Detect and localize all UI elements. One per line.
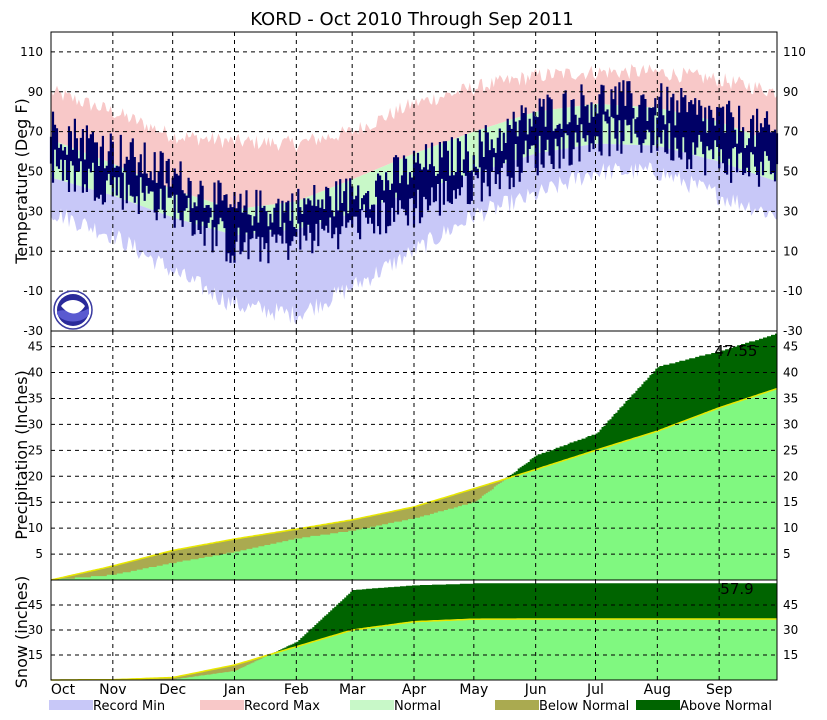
legend-label: Above Normal [680, 699, 772, 714]
temp-tick-label-right: -30 [783, 324, 803, 338]
legend-label: Below Normal [539, 699, 629, 714]
legend-swatch [350, 700, 394, 710]
precip-tick-label-left: 10 [28, 521, 43, 535]
precip-tick-label-right: 40 [783, 366, 798, 380]
temp-tick-label-left: 110 [20, 45, 43, 59]
precip-tick-label-right: 20 [783, 469, 798, 483]
legend-swatch [49, 700, 93, 710]
month-label: Apr [402, 682, 426, 698]
temp-tick-label-left: 30 [28, 204, 43, 218]
month-label: Dec [159, 682, 186, 698]
temp-tick-label-right: -10 [783, 284, 803, 298]
temp-tick-label-right: 10 [783, 244, 798, 258]
chart-title: KORD - Oct 2010 Through Sep 2011 [250, 9, 574, 30]
month-label: Jun [524, 682, 547, 698]
snow-tick-label-left: 45 [28, 598, 43, 612]
month-label: Jul [586, 682, 604, 698]
precip-axis-label: Precipitation (Inches) [12, 370, 31, 540]
precip-tick-label-left: 30 [28, 417, 43, 431]
precip-tick-label-left: 40 [28, 366, 43, 380]
snow-tick-label-right: 30 [783, 623, 798, 637]
legend-swatch [636, 700, 680, 710]
legend: Record Min Record Max Normal Below Normal Ab… [49, 699, 772, 714]
temp-tick-label-left: 50 [28, 165, 43, 179]
precip-tick-label-left: 35 [28, 391, 43, 405]
legend-label: Record Max [244, 699, 320, 714]
precip-tick-label-right: 25 [783, 443, 798, 457]
precip-tick-label-left: 5 [35, 547, 43, 561]
temp-tick-label-left: 90 [28, 85, 43, 99]
precip-tick-label-left: 45 [28, 340, 43, 354]
temp-tick-label-right: 50 [783, 165, 798, 179]
snow-tick-label-right: 45 [783, 598, 798, 612]
precip-tick-label-right: 5 [783, 547, 791, 561]
normal-accumulation-area [51, 619, 777, 680]
noaa-logo-icon [53, 290, 93, 330]
season-total-label: 57.9 [720, 580, 753, 598]
temp-tick-label-left: -30 [23, 324, 43, 338]
month-label: Aug [644, 682, 671, 698]
legend-label: Record Min [93, 699, 165, 714]
snow-tick-label-left: 30 [28, 623, 43, 637]
precip-tick-label-right: 45 [783, 340, 798, 354]
snow-axis-label: Snow (inches) [12, 576, 31, 688]
temp-tick-label-right: 110 [783, 45, 806, 59]
precip-tick-label-left: 20 [28, 469, 43, 483]
legend-label: Normal [394, 699, 441, 714]
month-label: May [459, 682, 488, 698]
month-label: Oct [51, 682, 76, 698]
precip-tick-label-right: 30 [783, 417, 798, 431]
temp-tick-label-left: 70 [28, 125, 43, 139]
precip-tick-label-right: 35 [783, 391, 798, 405]
month-label: Feb [284, 682, 309, 698]
month-label: Sep [706, 682, 733, 698]
precipitation-panel: 47.55 [50, 333, 778, 581]
temp-tick-label-right: 90 [783, 85, 798, 99]
temp-tick-label-left: 10 [28, 244, 43, 258]
snow-tick-label-left: 15 [28, 648, 43, 662]
precip-tick-label-left: 25 [28, 443, 43, 457]
temp-tick-label-right: 30 [783, 204, 798, 218]
normal-accumulation-line [50, 387, 778, 581]
legend-swatch [495, 700, 539, 710]
precip-tick-label-right: 15 [783, 495, 798, 509]
precip-tick-label-left: 15 [28, 495, 43, 509]
month-label: Mar [339, 682, 366, 698]
temp-tick-label-right: 70 [783, 125, 798, 139]
month-label: Jan [223, 682, 246, 698]
axes: 110 110 90 90 70 70 50 50 30 30 10 10 -10 -10 -30 -30 45… [12, 31, 806, 698]
season-total-label: 47.55 [715, 342, 758, 360]
snow-frame [50, 579, 778, 681]
temp-tick-label-left: -10 [23, 284, 43, 298]
snow-tick-label-right: 15 [783, 648, 798, 662]
precip-tick-label-right: 10 [783, 521, 798, 535]
temp-axis-label: Temperature (Deg F) [12, 98, 31, 265]
legend-swatch [200, 700, 244, 710]
month-label: Nov [99, 682, 126, 698]
